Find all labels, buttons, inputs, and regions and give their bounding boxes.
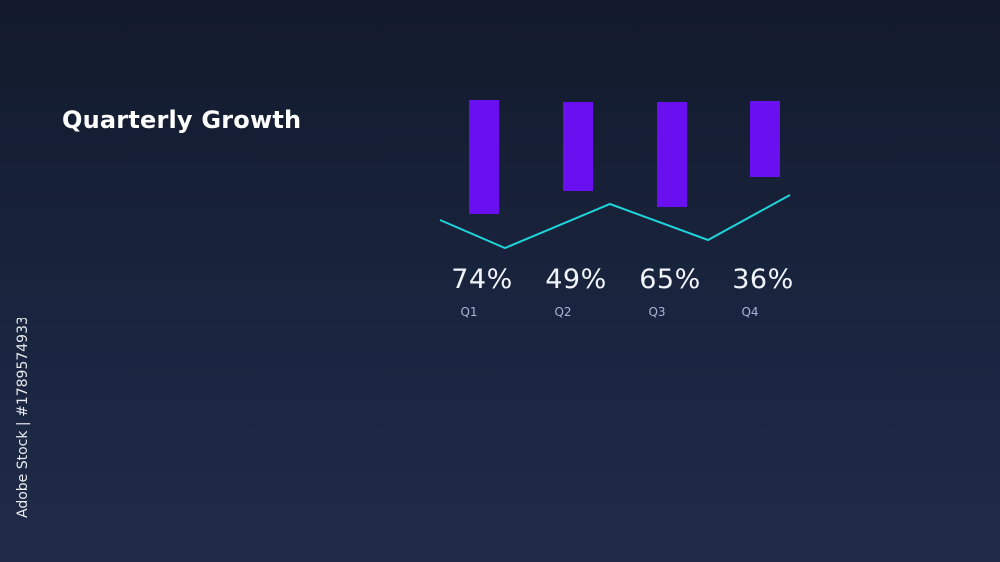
bar-q2 — [563, 102, 593, 191]
value-label-group: 74% 49% 65% 36% — [451, 264, 794, 295]
category-label-q1: Q1 — [460, 305, 477, 319]
watermark: Adobe Stock | #1789574933 — [12, 316, 32, 518]
chart-title: Quarterly Growth — [62, 106, 302, 134]
trend-line — [439, 194, 791, 250]
bar-q4 — [750, 101, 780, 177]
category-label-group: Q1 Q2 Q3 Q4 — [460, 305, 758, 319]
bar-q3 — [657, 102, 687, 207]
bar-group — [469, 100, 780, 214]
category-label-q4: Q4 — [741, 305, 758, 319]
bar-q1 — [469, 100, 499, 214]
value-label-q3: 65% — [639, 264, 701, 295]
watermark-text: Adobe Stock | #1789574933 — [15, 318, 31, 518]
category-label-q3: Q3 — [648, 305, 665, 319]
category-label-q2: Q2 — [554, 305, 571, 319]
value-label-q1: 74% — [451, 264, 513, 295]
value-label-q2: 49% — [545, 264, 607, 295]
value-label-q4: 36% — [732, 264, 794, 295]
